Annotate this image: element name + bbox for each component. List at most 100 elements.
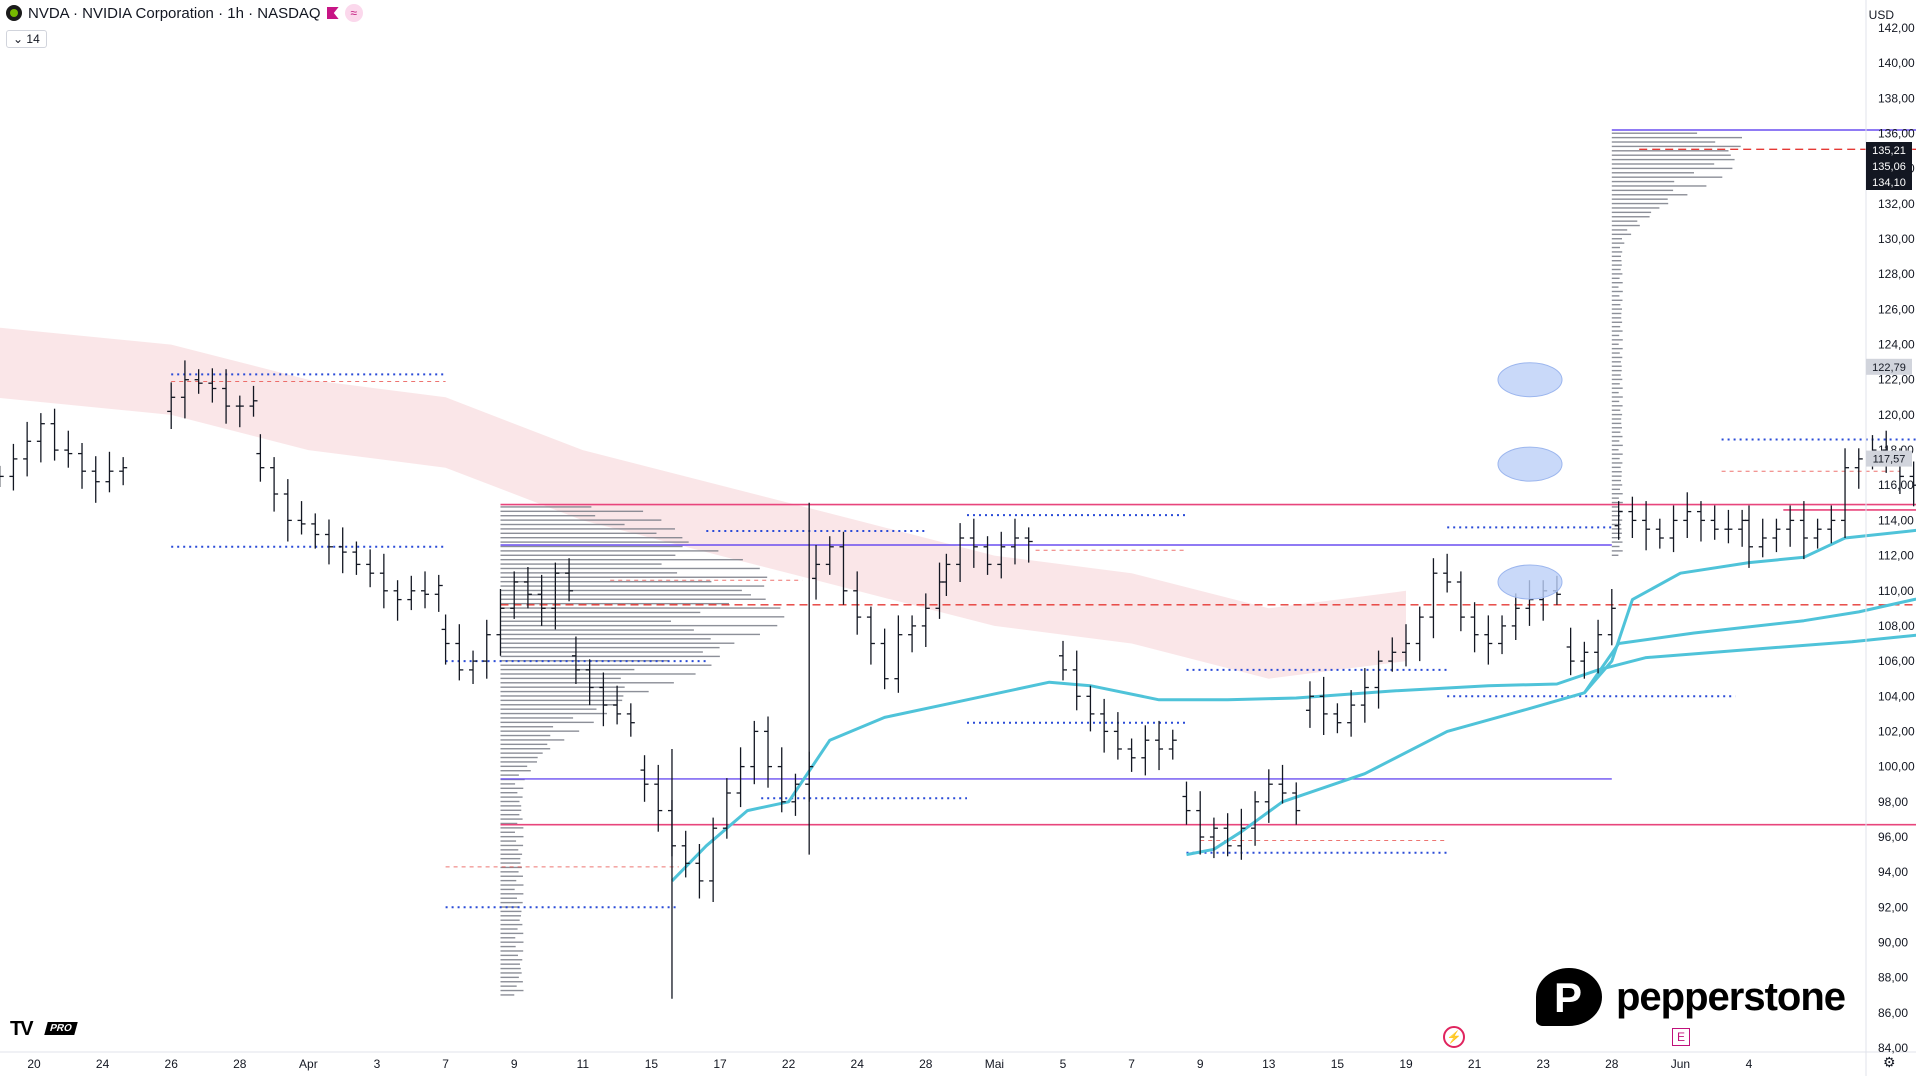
- volume-profile-row: [1612, 313, 1622, 314]
- x-axis-tick-label: 4: [1746, 1057, 1753, 1071]
- volume-profile-row: [1612, 308, 1622, 309]
- volume-profile-row: [500, 889, 514, 890]
- volume-profile-row: [500, 920, 519, 921]
- volume-profile-row: [1612, 506, 1619, 507]
- y-axis-tick-label: 126,00: [1878, 302, 1915, 316]
- volume-profile-row: [1612, 484, 1622, 485]
- volume-profile-row: [1612, 502, 1623, 503]
- volume-profile-row: [500, 941, 523, 942]
- volume-profile-row: [1612, 168, 1733, 169]
- y-axis-tick-label: 120,00: [1878, 408, 1915, 422]
- volume-profile-row: [1612, 155, 1731, 156]
- flag-icon[interactable]: [327, 7, 339, 19]
- volume-profile-row: [500, 682, 673, 683]
- y-axis-tick-label: 90,00: [1878, 936, 1908, 950]
- volume-profile-row: [500, 933, 523, 934]
- symbol-title[interactable]: NVDA · NVIDIA Corporation · 1h · NASDAQ: [28, 5, 321, 22]
- y-axis-tick-label: 108,00: [1878, 619, 1915, 633]
- gear-icon[interactable]: ⚙: [1883, 1054, 1896, 1071]
- volume-profile-row: [1612, 198, 1668, 199]
- volume-profile-row: [500, 972, 521, 973]
- volume-profile-row: [1612, 418, 1621, 419]
- volume-profile-row: [500, 581, 711, 582]
- price-axis-label-text: 122,79: [1872, 362, 1906, 374]
- volume-profile-row: [500, 708, 596, 709]
- volume-profile-row: [1612, 260, 1622, 261]
- volume-profile-row: [1612, 440, 1620, 441]
- volume-profile-row: [500, 612, 700, 613]
- price-alert-marker[interactable]: [1498, 565, 1562, 599]
- volume-profile-row: [1612, 546, 1620, 547]
- flash-icon[interactable]: ⚡: [1443, 1026, 1465, 1048]
- volume-profile-row: [1612, 326, 1620, 327]
- x-axis-tick-label: 15: [645, 1057, 659, 1071]
- y-axis-tick-label: 92,00: [1878, 900, 1908, 914]
- volume-profile-row: [1612, 212, 1651, 213]
- y-axis-tick-label: 142,00: [1878, 21, 1915, 35]
- volume-profile-row: [500, 946, 515, 947]
- price-axis-label[interactable]: 134,10: [1866, 174, 1912, 190]
- earnings-icon[interactable]: E: [1672, 1028, 1690, 1046]
- volume-profile-row: [500, 814, 519, 815]
- price-axis-label-text: 135,06: [1872, 161, 1906, 173]
- volume-profile-row: [1612, 445, 1623, 446]
- price-alert-marker[interactable]: [1498, 447, 1562, 481]
- volume-profile-row: [500, 902, 522, 903]
- y-axis-tick-label: 132,00: [1878, 197, 1915, 211]
- volume-profile-row: [1612, 366, 1622, 367]
- price-axis-label[interactable]: 135,06: [1866, 158, 1912, 174]
- price-axis-label[interactable]: 122,79: [1866, 359, 1912, 375]
- volume-profile-row: [500, 937, 515, 938]
- y-axis-tick-label: 128,00: [1878, 267, 1915, 281]
- x-axis-tick-label: Apr: [299, 1057, 318, 1071]
- y-axis-tick-label: 130,00: [1878, 232, 1915, 246]
- y-axis-tick-label: 114,00: [1878, 513, 1914, 527]
- x-axis-tick-label: 9: [1197, 1057, 1204, 1071]
- volume-profile-row: [500, 730, 579, 731]
- volume-profile-row: [1612, 251, 1622, 252]
- price-alert-marker[interactable]: [1498, 363, 1562, 397]
- indicator-length-value: 14: [26, 32, 39, 46]
- volume-profile-row: [1612, 453, 1623, 454]
- y-axis-tick-label: 102,00: [1878, 724, 1915, 738]
- x-axis-tick-label: 21: [1468, 1057, 1482, 1071]
- volume-profile-row: [1612, 357, 1623, 358]
- price-axis-label[interactable]: 117,57: [1866, 451, 1912, 467]
- x-axis-tick-label: 24: [96, 1057, 110, 1071]
- volume-profile-row: [1612, 383, 1620, 384]
- volume-profile-row: [1612, 533, 1622, 534]
- volume-profile-row: [500, 898, 516, 899]
- volume-profile-row: [1612, 133, 1697, 134]
- price-axis-label[interactable]: 135,21: [1866, 142, 1912, 158]
- volume-profile-row: [500, 849, 518, 850]
- volume-profile-row: [500, 818, 522, 819]
- waves-icon[interactable]: ≈: [345, 4, 363, 22]
- volume-profile-row: [1612, 172, 1694, 173]
- volume-profile-row: [500, 766, 527, 767]
- volume-profile-row: [500, 792, 517, 793]
- volume-profile-row: [1612, 405, 1623, 406]
- volume-profile-row: [1612, 176, 1723, 177]
- volume-profile-row: [1612, 467, 1621, 468]
- volume-profile-row: [500, 555, 675, 556]
- volume-profile-row: [500, 673, 695, 674]
- volume-profile-row: [1612, 497, 1619, 498]
- x-axis-tick-label: 24: [851, 1057, 865, 1071]
- x-axis-tick-label: 3: [374, 1057, 381, 1071]
- indicator-length-toggle[interactable]: ⌄ 14: [6, 30, 47, 48]
- volume-profile-row: [500, 528, 674, 529]
- volume-profile-row: [500, 643, 734, 644]
- currency-label[interactable]: USD: [1869, 8, 1894, 22]
- volume-profile-row: [500, 876, 522, 877]
- volume-profile-row: [500, 563, 661, 564]
- volume-profile-row: [500, 519, 661, 520]
- volume-profile-row: [500, 832, 514, 833]
- volume-profile-row: [500, 994, 514, 995]
- volume-profile-row: [500, 955, 517, 956]
- volume-profile-row: [1612, 229, 1627, 230]
- volume-profile-row: [500, 959, 522, 960]
- volume-profile-row: [1612, 194, 1688, 195]
- x-axis-tick-label: 28: [233, 1057, 247, 1071]
